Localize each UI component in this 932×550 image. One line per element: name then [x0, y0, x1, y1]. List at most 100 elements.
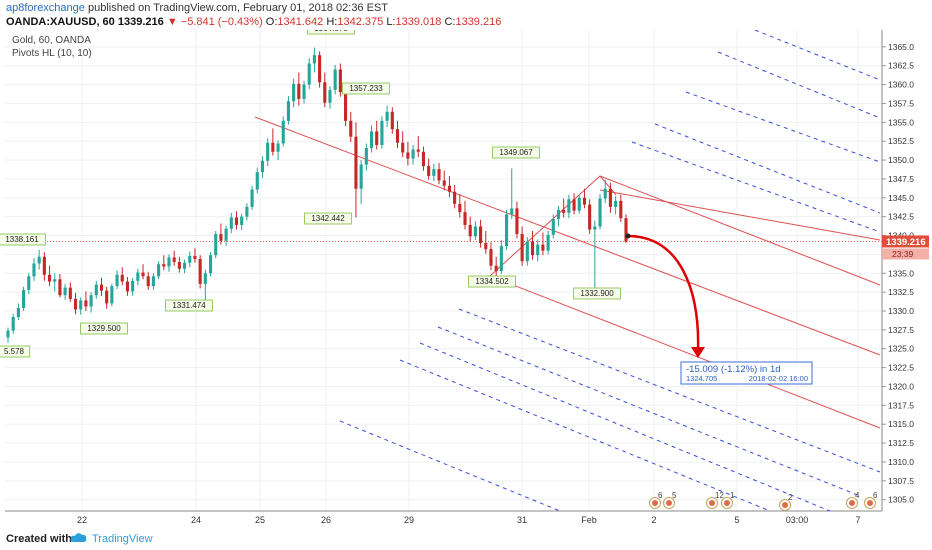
candle-body	[577, 197, 581, 211]
pivot-label-box	[573, 287, 621, 300]
candle-body	[567, 199, 571, 213]
candle-body	[188, 255, 192, 263]
candle-body	[58, 279, 62, 296]
y-tick-label: 1332.5	[888, 287, 914, 297]
y-tick-label: 1345.0	[888, 193, 914, 203]
event-flag-dot	[782, 502, 788, 508]
tradingview-logo[interactable]: TradingView	[70, 531, 153, 546]
candle-body	[73, 298, 78, 310]
candle-body	[307, 63, 311, 85]
pivot-label: 1329.500	[87, 324, 121, 333]
y-tick-label: 1365.0	[888, 42, 914, 52]
event-flag-dot	[849, 500, 855, 506]
candle-body	[504, 214, 509, 247]
event-count: 5	[672, 491, 677, 500]
event-count: 6	[873, 491, 878, 500]
candle-body	[562, 209, 566, 213]
candle-body	[525, 241, 529, 262]
countdown-tag	[882, 248, 929, 260]
legend-series[interactable]: Gold, 60, OANDA	[12, 35, 91, 46]
candle-body	[484, 243, 488, 250]
low-value: 1339.018	[395, 16, 442, 28]
projection-change: -15.009 (-1.12%) in 1d	[686, 364, 781, 375]
y-tick-label: 1330.0	[888, 306, 914, 316]
current-price-tag	[882, 235, 929, 248]
channel-line	[599, 175, 881, 286]
pitchfork-dashed-line	[685, 91, 881, 163]
candle-body	[219, 234, 223, 241]
countdown-label: 23:39	[892, 249, 914, 259]
author-link[interactable]: ap8forexchange	[6, 2, 85, 14]
pitchfork-dashed-line	[437, 326, 861, 497]
candle-body	[375, 131, 379, 145]
candle-body	[499, 246, 503, 272]
channel-line	[254, 116, 881, 356]
candle-body	[255, 172, 259, 190]
candle-body	[99, 284, 104, 291]
y-tick-label: 1327.5	[888, 325, 914, 335]
candle-body	[53, 279, 57, 282]
pitchfork-dashed-line	[399, 359, 771, 512]
candle-body	[276, 143, 280, 152]
candle-body	[27, 276, 31, 290]
pitchfork-dashed-line	[458, 308, 881, 473]
candle-body	[131, 280, 135, 292]
candle-body	[297, 83, 301, 99]
legend-indicator[interactable]: Pivots HL (10, 10)	[12, 48, 92, 59]
x-tick-label: 7	[855, 515, 860, 525]
candle-body	[177, 261, 181, 269]
candle-body	[224, 228, 228, 241]
x-tick-label: 2	[651, 515, 656, 525]
candle-body	[390, 111, 394, 130]
event-count: 4	[855, 491, 860, 500]
y-tick-label: 1352.5	[888, 136, 914, 146]
candle-body	[146, 276, 150, 287]
candle-body	[401, 142, 405, 153]
candle-body	[614, 200, 618, 207]
pitchfork-dashed-line	[754, 29, 881, 81]
candle-body	[115, 274, 119, 287]
candle-body	[572, 199, 576, 211]
pivot-label-box	[165, 299, 213, 312]
candle-body	[68, 287, 72, 299]
candle-body	[281, 120, 285, 144]
y-tick-label: 1317.5	[888, 400, 914, 410]
event-flag-dot	[709, 500, 715, 506]
open-label: O:	[265, 16, 278, 28]
candle-body	[32, 263, 36, 277]
chart-header: ap8forexchange published on TradingView.…	[0, 0, 932, 30]
candle-body	[344, 92, 348, 121]
pivot-label: 1331.474	[172, 301, 206, 310]
footer: Created with TradingView	[0, 529, 932, 550]
last-price: 1339.216	[117, 16, 164, 28]
candle-body	[323, 82, 327, 103]
candle-body	[37, 256, 41, 264]
candle-body	[292, 83, 296, 102]
y-tick-label: 1342.5	[888, 212, 914, 222]
candle-body	[94, 284, 98, 296]
pivot-label: 1334.502	[475, 277, 509, 286]
close-value: 1339.216	[455, 16, 502, 28]
candle-body	[395, 129, 400, 143]
event-flag-dot	[652, 500, 658, 506]
candle-body	[16, 307, 20, 318]
candle-body	[208, 255, 213, 274]
pitchfork-dashed-line	[339, 420, 561, 512]
candle-body	[167, 257, 171, 267]
candle-body	[463, 212, 467, 225]
candle-body	[598, 198, 602, 227]
y-tick-label: 1362.5	[888, 61, 914, 71]
candle-body	[312, 55, 316, 64]
candle-body	[447, 185, 451, 192]
pitchfork-dashed-line	[654, 123, 881, 214]
x-tick-label: 31	[517, 515, 527, 525]
candle-body	[406, 152, 410, 159]
candle-body	[338, 69, 342, 93]
candle-body	[442, 180, 446, 186]
candle-body	[105, 290, 109, 304]
pivot-label-box	[0, 345, 31, 358]
candle-body	[89, 295, 93, 307]
candle-body	[136, 272, 140, 281]
candle-body	[266, 142, 270, 161]
